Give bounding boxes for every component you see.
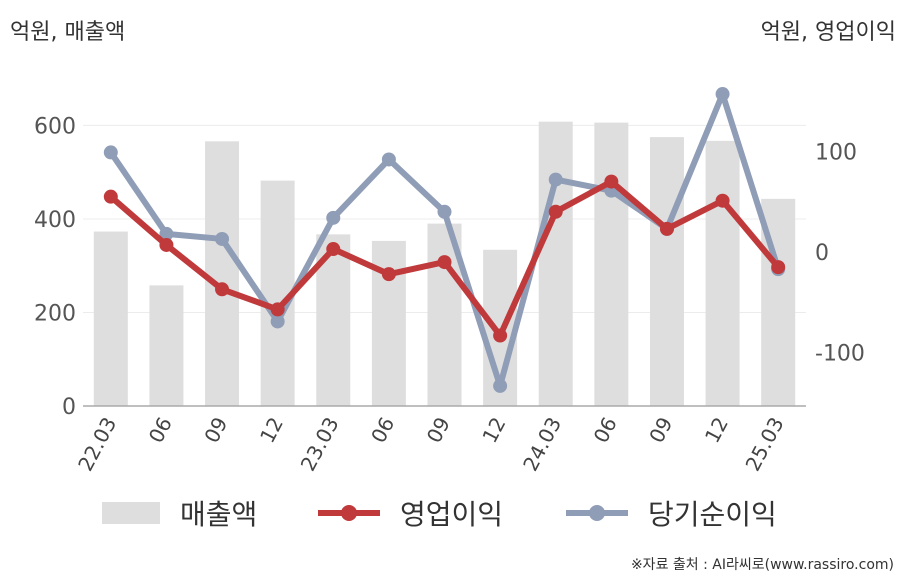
x-axis-tick-label: 06 (589, 413, 622, 447)
x-axis-tick-label: 09 (199, 413, 232, 447)
point-operating-profit (548, 204, 563, 219)
x-axis-tick-label: 23.03 (296, 413, 344, 475)
point-net-income (270, 314, 285, 329)
point-operating-profit (270, 302, 285, 317)
bar-sales (149, 285, 184, 406)
right-axis-tick-label: 100 (815, 140, 857, 165)
point-net-income (159, 226, 174, 241)
bar-sales (538, 121, 573, 406)
point-operating-profit (215, 282, 230, 297)
legend-item-net-income: 당기순이익 (566, 490, 777, 536)
point-operating-profit (103, 189, 118, 204)
x-axis-tick-label: 12 (477, 413, 510, 447)
legend-label-operating-profit: 영업이익 (400, 498, 504, 531)
source-credit: ※자료 출처 : AI라씨로(www.rassiro.com) (630, 557, 894, 573)
x-axis-tick-label: 24.03 (518, 413, 566, 475)
left-axis-unit: 억원, 매출액 (10, 20, 126, 45)
left-axis-tick-label: 600 (34, 114, 76, 139)
point-operating-profit (715, 193, 730, 208)
x-axis-tick-label: 06 (366, 413, 399, 447)
point-operating-profit (659, 221, 674, 236)
bar-sales (93, 231, 128, 406)
left-axis-tick-label: 0 (62, 395, 76, 420)
point-net-income (715, 87, 730, 102)
point-net-income (381, 152, 396, 167)
legend-label-sales: 매출액 (180, 498, 258, 531)
point-operating-profit (326, 242, 341, 257)
left-axis-tick-label: 400 (34, 208, 76, 233)
x-axis-tick-label: 09 (422, 413, 455, 447)
point-operating-profit (604, 174, 619, 189)
point-operating-profit (437, 255, 452, 270)
right-axis-tick-label: -100 (815, 342, 865, 367)
point-net-income (103, 145, 118, 160)
legend-item-operating-profit: 영업이익 (318, 490, 503, 536)
point-operating-profit (493, 328, 508, 343)
point-net-income (326, 210, 341, 225)
x-axis-tick-label: 12 (700, 413, 733, 447)
legend-swatch-net-income (566, 501, 628, 525)
x-axis-tick-label: 06 (144, 413, 177, 447)
legend: 매출액 영업이익 당기순이익 (0, 490, 908, 540)
point-operating-profit (159, 237, 174, 252)
point-operating-profit (771, 260, 786, 275)
right-axis-tick-label: 0 (815, 241, 829, 266)
x-axis-tick-label: 12 (255, 413, 288, 447)
x-axis-tick-label: 25.03 (741, 413, 789, 475)
legend-swatch-operating-profit (318, 501, 380, 525)
bar-sales (649, 137, 684, 406)
legend-label-net-income: 당기순이익 (648, 498, 777, 531)
right-axis-unit: 억원, 영업이익 (760, 20, 896, 45)
point-net-income (437, 204, 452, 219)
bar-sales (205, 141, 240, 406)
point-net-income (548, 172, 563, 187)
legend-item-sales: 매출액 (102, 490, 257, 536)
point-net-income (493, 378, 508, 393)
point-operating-profit (381, 267, 396, 282)
bar-sales (705, 140, 740, 406)
bar-sales (594, 122, 629, 406)
legend-swatch-sales (102, 502, 160, 524)
left-axis-tick-label: 200 (34, 301, 76, 326)
x-axis-tick-label: 09 (644, 413, 677, 447)
point-net-income (215, 231, 230, 246)
x-axis-tick-label: 22.03 (73, 413, 121, 475)
